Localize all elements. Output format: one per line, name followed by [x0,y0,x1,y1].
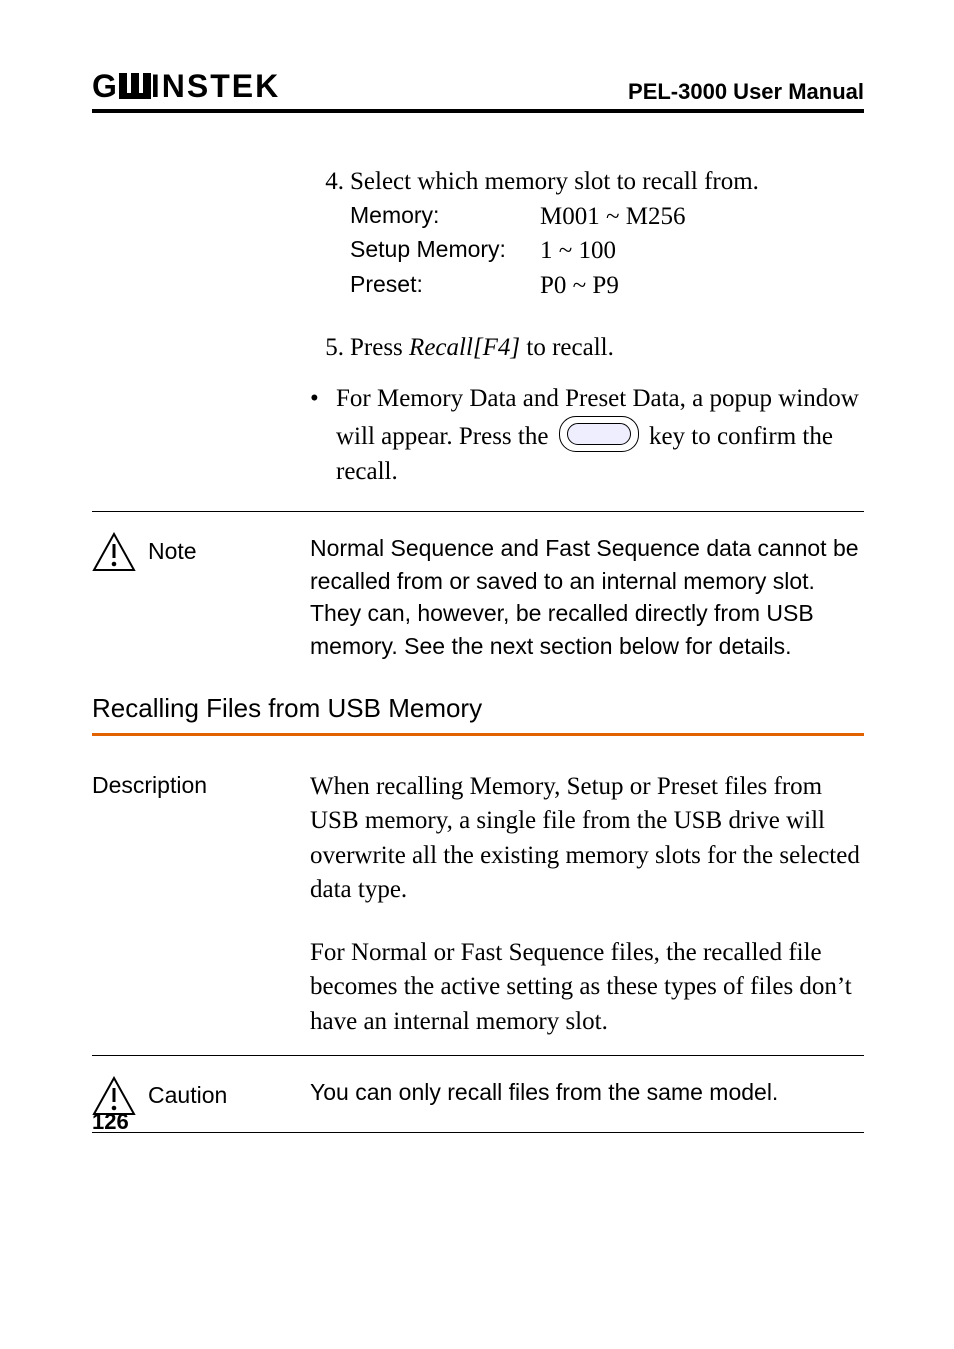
warning-icon [92,532,136,572]
logo-rest: INSTEK [151,68,280,104]
section-rule [92,733,864,736]
divider-1 [92,511,864,512]
step-5-text: Press Recall[F4] to recall. [350,331,864,366]
divider-2 [92,1055,864,1056]
kv-memory-val: M001 ~ M256 [540,200,685,235]
kv-memory: Memory: M001 ~ M256 [350,200,864,235]
step-5: 5. Press Recall[F4] to recall. [310,331,864,366]
logo-g: G [92,68,119,104]
header-rule [92,109,864,113]
bullet-dot: • [310,382,336,490]
caution-body: You can only recall files from the same … [310,1076,864,1109]
bullet-body: For Memory Data and Preset Data, a popup… [336,382,864,490]
kv-preset: Preset: P0 ~ P9 [350,269,864,304]
kv-memory-key: Memory: [350,200,540,235]
bullet-memory-preset: • For Memory Data and Preset Data, a pop… [310,382,864,490]
divider-3 [92,1132,864,1133]
step-4: 4. Select which memory slot to recall fr… [310,165,864,303]
enter-key-icon [559,416,639,452]
description-para2: For Normal or Fast Sequence files, the r… [310,936,864,1040]
logo-glyph-icon [119,73,151,99]
step-5-number: 5. [310,331,344,366]
kv-setup: Setup Memory: 1 ~ 100 [350,234,864,269]
step-4-text: Select which memory slot to recall from. [350,165,864,200]
description-label: Description [92,770,310,802]
recall-f4: Recall[F4] [409,334,520,361]
page-number: 126 [92,1109,129,1135]
note-body: Normal Sequence and Fast Sequence data c… [310,532,864,663]
doc-title: PEL-3000 User Manual [628,79,864,105]
kv-preset-key: Preset: [350,269,540,304]
note-label: Note [92,532,310,572]
description-para1: When recalling Memory, Setup or Preset f… [310,770,864,908]
step-4-number: 4. [310,165,344,303]
kv-setup-val: 1 ~ 100 [540,234,616,269]
kv-setup-key: Setup Memory: [350,234,540,269]
brand-logo: G INSTEK [92,68,280,105]
kv-preset-val: P0 ~ P9 [540,269,619,304]
section-heading: Recalling Files from USB Memory [92,691,864,727]
